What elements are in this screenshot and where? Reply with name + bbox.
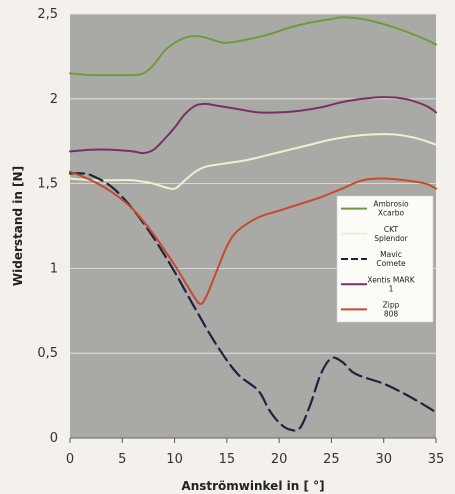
x-tick-label: 25: [323, 452, 340, 467]
series-line-ambrosio-xcarbo: [69, 16, 437, 77]
series-line-xentis-mark-1: [69, 96, 437, 155]
x-tick-label: 0: [66, 452, 74, 467]
y-tick-label: 1: [50, 261, 58, 276]
legend-label: Mavic Comete: [376, 250, 406, 268]
y-tick-label: 0,5: [37, 346, 58, 361]
series-line-zipp-808: [69, 170, 437, 306]
legend: Ambrosio Xcarbo CKT Splendor Mavic Comete Xent…: [336, 195, 434, 323]
gridlines: [70, 13, 436, 439]
legend-label: Ambrosio Xcarbo: [373, 200, 409, 218]
x-tick-label: 20: [271, 452, 288, 467]
series-line-ckt-splendor: [69, 133, 437, 191]
y-axis-title: Widerstand in [N]: [11, 166, 25, 286]
x-tick-label: 35: [428, 452, 445, 467]
x-tick-label: 5: [118, 452, 126, 467]
x-axis-ticks: 0 5 10 15 20 25 30 35: [66, 438, 444, 467]
legend-label: Xentis MARK 1: [367, 275, 415, 293]
legend-label: CKT Splendor: [374, 225, 408, 243]
y-tick-label: 1,5: [37, 177, 58, 192]
x-axis-title: Anströmwinkel in [ °]: [181, 479, 324, 493]
y-tick-label: 0: [50, 431, 58, 446]
legend-label: Zipp 808: [383, 301, 400, 319]
series-lines: [68, 16, 438, 432]
y-axis-ticks: 0 0,5 1 1,5 2 2,5: [37, 7, 58, 446]
x-tick-label: 30: [375, 452, 392, 467]
x-tick-label: 10: [166, 452, 183, 467]
y-tick-label: 2,5: [37, 7, 58, 22]
x-tick-label: 15: [219, 452, 236, 467]
y-tick-label: 2: [50, 92, 58, 107]
